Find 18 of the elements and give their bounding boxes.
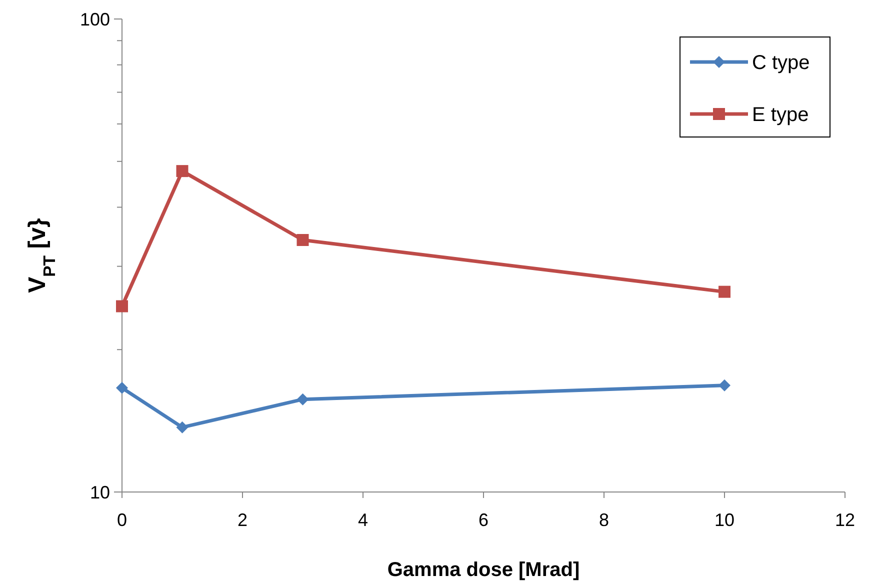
x-tick-label: 2 bbox=[237, 510, 248, 530]
point bbox=[176, 421, 188, 434]
point bbox=[718, 379, 730, 392]
point bbox=[296, 234, 309, 246]
point bbox=[116, 382, 128, 394]
y-tick-label: 100 bbox=[80, 9, 110, 30]
x-tick-label: 8 bbox=[598, 510, 610, 530]
legend-label: E type bbox=[752, 104, 809, 126]
point bbox=[718, 286, 730, 298]
x-tick-label: 4 bbox=[358, 510, 368, 530]
x-tick-label: 6 bbox=[478, 510, 489, 530]
x-tick-label: 12 bbox=[834, 510, 856, 530]
point bbox=[176, 165, 188, 178]
x-tick-label: 0 bbox=[116, 510, 128, 530]
point bbox=[116, 300, 128, 312]
x-axis-title: Gamma dose [Mrad] bbox=[387, 559, 580, 581]
legend-label: C type bbox=[752, 52, 810, 74]
x-tick-label: 10 bbox=[714, 510, 735, 530]
